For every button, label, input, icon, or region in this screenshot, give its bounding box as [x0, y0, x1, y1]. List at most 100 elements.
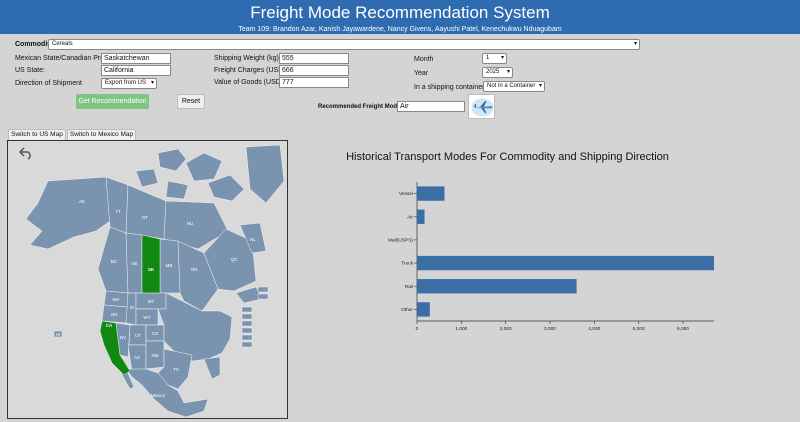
x-tick-label: 3,000 — [544, 326, 556, 332]
weight-input[interactable]: 555 — [279, 53, 349, 64]
map-label-tx: TX — [173, 367, 179, 372]
y-tick-label: Other — [401, 307, 413, 313]
goods-label: Value of Goods (USD) — [214, 79, 284, 86]
map-label-or: OR — [111, 312, 119, 317]
mex-can-label: Mexican State/Canadian Prov. — [15, 55, 110, 62]
map-label-wy: WY — [143, 315, 150, 320]
commodity-select[interactable]: Cereals ▾ — [48, 39, 640, 50]
map-label-bc: BC — [111, 259, 118, 264]
map-label-nu: NU — [187, 221, 194, 226]
x-tick-label: 4,000 — [588, 326, 600, 332]
x-tick-label: 1,000 — [455, 326, 467, 332]
x-tick-label: 2,000 — [500, 326, 512, 332]
map-label-az: AZ — [134, 355, 140, 360]
us-state-label: US State: — [15, 67, 45, 74]
region-ak — [25, 176, 111, 250]
direction-label: Direction of Shipment — [15, 80, 82, 87]
map-label-nv: NV — [120, 335, 126, 340]
year-select[interactable]: 2025 ▾ — [482, 67, 513, 78]
direction-select[interactable]: Export from US ▾ — [101, 78, 157, 89]
commodity-label: Commodity — [15, 41, 54, 48]
page-title: Freight Mode Recommendation System — [250, 3, 550, 22]
year-label: Year — [414, 70, 429, 77]
app-header: Freight Mode Recommendation System Team … — [0, 0, 800, 34]
map-label-ut: UT — [135, 333, 141, 338]
label-box — [241, 320, 253, 327]
y-tick-label: Air — [407, 214, 413, 220]
region-nt — [125, 184, 167, 240]
x-tick-label: 0 — [416, 326, 419, 332]
charges-label: Freight Charges (USD) — [214, 67, 286, 74]
arctic-island — [185, 152, 223, 182]
x-tick-label: 6,000 — [677, 326, 689, 332]
airplane-icon — [468, 94, 495, 119]
region-sk-selected — [141, 234, 161, 294]
map-label-qc: QC — [231, 257, 239, 262]
chevron-down-icon: ▾ — [538, 83, 542, 89]
x-tick-label: 5,000 — [633, 326, 645, 332]
y-tick-label: Mail(USPS) — [388, 237, 413, 243]
map-label-nt: NT — [142, 215, 148, 220]
label-box — [241, 313, 253, 320]
map-svg: AK YT NT NU BC AB SK MB ON QC NL WA OR I… — [25, 144, 285, 418]
chart-title: Historical Transport Modes For Commodity… — [346, 151, 669, 163]
label-box — [241, 341, 253, 348]
recommended-label: Recommended Freight Mode: — [318, 104, 403, 110]
reset-button[interactable]: Reset — [177, 94, 205, 109]
recommended-output: Air — [397, 101, 465, 112]
map-label-id: ID — [130, 305, 135, 310]
map-label-ak: AK — [79, 199, 85, 204]
chevron-down-icon: ▾ — [500, 55, 504, 61]
get-recommendation-button[interactable]: Get Recommendation — [76, 94, 149, 109]
label-box — [257, 293, 269, 300]
north-america-map[interactable]: AK YT NT NU BC AB SK MB ON QC NL WA OR I… — [7, 140, 288, 419]
arctic-island — [157, 148, 187, 172]
chevron-down-icon: ▾ — [633, 41, 637, 47]
region-qc — [203, 228, 257, 292]
container-select[interactable]: Not in a Container ▾ — [483, 81, 545, 92]
bar-truck — [417, 255, 714, 271]
label-box — [241, 327, 253, 334]
map-label-nl: NL — [250, 237, 256, 242]
commodity-value: Cereals — [52, 41, 73, 47]
region-nu — [163, 200, 229, 250]
mex-can-input[interactable]: Saskatchewan — [101, 53, 171, 64]
bar-air — [417, 209, 425, 224]
region-fl — [203, 356, 221, 380]
region-hi — [53, 330, 63, 338]
goods-input[interactable]: 777 — [279, 77, 349, 88]
back-arrow-icon[interactable] — [18, 146, 34, 160]
map-label-on: ON — [191, 267, 198, 272]
y-tick-label: Truck — [401, 261, 413, 267]
chevron-down-icon: ▾ — [150, 80, 154, 86]
bar-rail — [417, 279, 577, 294]
arctic-island — [135, 168, 159, 188]
label-box — [257, 286, 269, 293]
map-label-mb: MB — [166, 263, 173, 268]
map-label-nm: NM — [152, 353, 159, 358]
y-tick-label: Rail — [405, 284, 413, 290]
y-tick-label: Vessel — [399, 191, 413, 197]
greenland — [245, 144, 285, 204]
region-nl — [239, 222, 267, 254]
year-value: 2025 — [486, 69, 500, 75]
us-state-input[interactable]: California — [101, 65, 171, 76]
weight-label: Shipping Weight (kg) — [214, 55, 279, 62]
container-value: Not in a Container — [487, 83, 536, 89]
map-label-ca: CA — [106, 323, 113, 328]
map-label-mexico: Mexico — [151, 393, 166, 398]
map-label-co: CO — [152, 331, 159, 336]
charges-input[interactable]: 666 — [279, 65, 349, 76]
label-box — [241, 334, 253, 341]
month-label: Month — [414, 56, 434, 63]
arctic-island — [207, 174, 245, 202]
chevron-down-icon: ▾ — [506, 69, 510, 75]
container-label: In a shipping container? — [414, 84, 489, 91]
bar-vessel — [417, 186, 445, 201]
direction-value: Export from US — [105, 80, 147, 86]
month-select[interactable]: 1 ▾ — [482, 53, 507, 64]
map-label-yt: YT — [115, 209, 121, 214]
map-label-hi: HI — [56, 332, 61, 337]
map-label-sk: SK — [148, 267, 155, 272]
month-value: 1 — [486, 55, 490, 61]
